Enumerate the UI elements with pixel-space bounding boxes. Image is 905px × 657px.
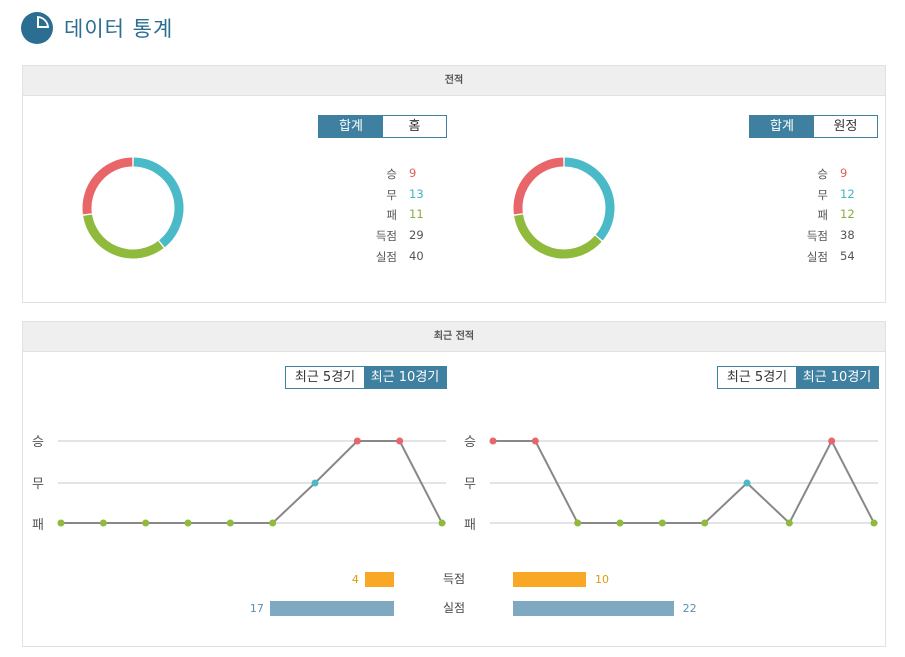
y-label-win-right: 승: [464, 435, 476, 450]
donut-slice-draw: [564, 157, 615, 241]
result-point: [438, 519, 446, 527]
record-right-donut: [513, 157, 615, 259]
result-point: [531, 437, 539, 445]
donut-slice-win: [82, 157, 133, 215]
result-point: [701, 519, 709, 527]
goals-for-left-value: 4: [351, 573, 359, 586]
pie-chart-icon: [21, 12, 53, 44]
result-point: [269, 519, 277, 527]
record-left-donut: [82, 157, 184, 259]
stat-draw-value-left: 13: [409, 187, 424, 201]
result-point: [99, 519, 107, 527]
donut-slice-loss: [514, 214, 602, 259]
record-left-tabs: 합계 홈: [318, 115, 447, 138]
y-label-win-left: 승: [32, 435, 44, 450]
y-label-loss-right: 패: [464, 518, 476, 533]
tab-total-right[interactable]: 합계: [750, 116, 814, 137]
goals-against-label: 실점: [442, 601, 466, 615]
result-point: [396, 437, 404, 445]
stat-goals-for-left: 득점 29: [375, 228, 424, 243]
result-point: [828, 437, 836, 445]
record-right-tabs: 합계 원정: [749, 115, 878, 138]
result-point: [616, 519, 624, 527]
tab-last10-left[interactable]: 최근 10경기: [364, 367, 446, 388]
record-panel-header: 전적: [23, 66, 885, 96]
tab-last5-left[interactable]: 최근 5경기: [286, 367, 364, 388]
stat-draw-value-right: 12: [840, 187, 855, 201]
goals-against-right-bar: [513, 601, 674, 616]
stat-win-value-right: 9: [840, 166, 848, 180]
recent-right-line-chart: [489, 437, 878, 527]
donut-slice-draw: [133, 157, 184, 248]
bar-row-goals-for: 4 득점 10: [0, 572, 905, 588]
stat-win-value-left: 9: [409, 166, 417, 180]
y-label-loss-left: 패: [32, 518, 44, 533]
goals-for-label: 득점: [442, 572, 466, 586]
y-label-draw-left: 무: [32, 477, 44, 492]
donut-slice-win: [513, 157, 564, 215]
tab-total-left[interactable]: 합계: [319, 116, 383, 137]
result-point: [870, 519, 878, 527]
result-point: [785, 519, 793, 527]
result-point: [743, 479, 751, 487]
stat-loss-left: 패 11: [386, 207, 424, 222]
result-point: [311, 479, 319, 487]
result-point: [353, 437, 361, 445]
page-title: 데이터 통계: [64, 17, 174, 41]
result-point: [142, 519, 150, 527]
goals-against-right-value: 22: [682, 602, 697, 615]
tab-last10-right[interactable]: 최근 10경기: [796, 367, 878, 388]
recent-left-tabs: 최근 5경기 최근 10경기: [285, 366, 447, 389]
result-point: [184, 519, 192, 527]
stat-loss-right: 패 12: [817, 207, 855, 222]
recent-panel-header: 최근 전적: [23, 322, 885, 352]
result-point: [574, 519, 582, 527]
tab-home[interactable]: 홈: [383, 116, 446, 137]
tab-away[interactable]: 원정: [814, 116, 877, 137]
stat-draw-right: 무 12: [817, 187, 855, 202]
bar-row-goals-against: 17 실점 22: [0, 601, 905, 617]
page-header: 데이터 통계: [20, 10, 173, 46]
goals-against-left-value: 17: [249, 602, 264, 615]
stat-loss-value-left: 11: [409, 207, 424, 221]
stat-draw-left: 무 13: [386, 187, 424, 202]
stat-goals-against-left: 실점 40: [375, 249, 424, 264]
stat-goals-against-right: 실점 54: [806, 249, 855, 264]
donut-slice-loss: [83, 214, 164, 259]
result-line: [61, 440, 443, 524]
goals-for-right-bar: [513, 572, 586, 587]
result-point: [226, 519, 234, 527]
result-point: [489, 437, 497, 445]
stat-loss-value-right: 12: [840, 207, 855, 221]
y-label-draw-right: 무: [464, 477, 476, 492]
goals-for-right-value: 10: [595, 573, 609, 586]
tab-last5-right[interactable]: 최근 5경기: [718, 367, 796, 388]
result-point: [658, 519, 666, 527]
result-point: [57, 519, 65, 527]
recent-left-line-chart: [57, 437, 446, 527]
goals-for-left-bar: [364, 572, 394, 587]
result-line: [493, 438, 875, 525]
stat-goals-for-right: 득점 38: [806, 228, 855, 243]
goals-against-left-bar: [269, 601, 394, 616]
recent-right-tabs: 최근 5경기 최근 10경기: [717, 366, 879, 389]
